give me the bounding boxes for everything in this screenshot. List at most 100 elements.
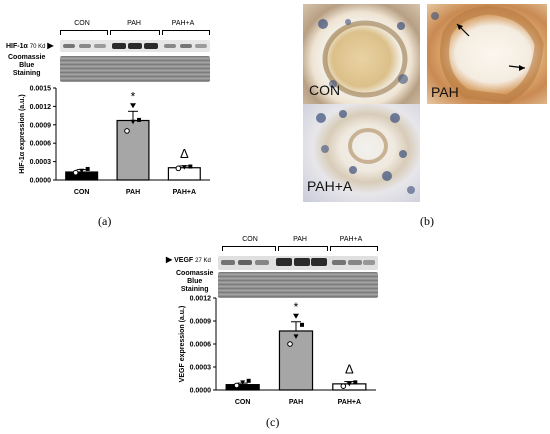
blot-band xyxy=(363,260,375,265)
data-point xyxy=(300,322,304,327)
micrograph-label-pah: PAH xyxy=(431,84,459,100)
bar-con xyxy=(225,384,260,391)
data-point xyxy=(240,380,246,385)
data-point xyxy=(137,117,141,122)
blot-band xyxy=(112,43,126,49)
data-point xyxy=(79,168,85,174)
data-point xyxy=(85,166,90,171)
y-tick-label: 0.0000 xyxy=(190,388,212,395)
blot-band xyxy=(221,260,235,265)
group-label-paha: PAH+A xyxy=(339,236,363,243)
stain-word: Staining xyxy=(12,70,41,77)
bracket-paha xyxy=(162,30,210,35)
x-tick-label: PAH xyxy=(126,189,140,196)
y-tick-label: 0.0009 xyxy=(190,319,212,326)
data-point xyxy=(233,382,240,389)
bar-pah xyxy=(116,119,150,181)
group-label-pah: PAH xyxy=(127,20,141,27)
bar-chart-vegf: 0.0000 0.0003 0.0006 0.0009 0.0012 VEGF expre… xyxy=(179,296,376,406)
group-label-pah: PAH xyxy=(293,236,307,243)
stain-word: Coomassie xyxy=(8,54,46,61)
x-tick-label: PAH+A xyxy=(338,399,361,406)
blot-band xyxy=(238,260,252,265)
bar-pah xyxy=(278,330,314,391)
panel-letter-a: (a) xyxy=(98,214,112,228)
micrograph-pah: PAH xyxy=(427,4,547,104)
arrow-icon: ▶ xyxy=(166,255,173,264)
data-point xyxy=(340,383,347,389)
coomassie-stain-c xyxy=(218,272,378,298)
stain-word: Coomassie xyxy=(176,270,214,277)
micrograph-con: CON xyxy=(303,4,420,104)
data-point xyxy=(188,164,193,169)
stain-word: Blue xyxy=(19,62,35,69)
y-tick-label: 0.0006 xyxy=(30,141,52,148)
micrograph-paha: PAH+A xyxy=(303,104,420,202)
y-tick-label: 0.0000 xyxy=(30,178,52,185)
data-point xyxy=(72,169,79,176)
panel-letter-b: (b) xyxy=(420,214,434,228)
coomassie-stain-a xyxy=(60,56,210,82)
y-tick-label: 0.0009 xyxy=(30,122,52,129)
blot-band xyxy=(348,260,362,265)
bracket-con xyxy=(60,30,108,35)
group-label-con: CON xyxy=(242,236,258,243)
blot-label-hif: HIF-1α 70 Kd ▶ xyxy=(6,42,54,51)
stain-word: Blue xyxy=(187,278,203,285)
data-point xyxy=(124,128,130,134)
blot-band xyxy=(180,44,192,48)
data-point xyxy=(287,341,293,347)
blot-band xyxy=(128,43,142,49)
micrograph-label-con: CON xyxy=(309,82,341,98)
blot-band xyxy=(79,44,91,48)
significance-star: * xyxy=(131,89,136,103)
significance-marker xyxy=(293,313,299,319)
bar-chart-hif: 0.0000 0.0003 0.0006 0.0009 0.0012 0.0015 HIF-… xyxy=(19,86,210,196)
blot-band xyxy=(63,44,75,48)
y-tick-label: 0.0012 xyxy=(190,296,212,303)
bracket-paha xyxy=(330,246,378,251)
x-tick-label: PAH xyxy=(289,399,303,406)
delta-symbol: Δ xyxy=(180,146,189,161)
coomassie-label-c: Coomassie Blue Staining xyxy=(176,270,213,294)
blot-band xyxy=(332,260,346,265)
blot-kd: 27 Kd xyxy=(195,258,211,264)
y-tick-label: 0.0012 xyxy=(30,104,52,111)
data-point xyxy=(130,119,136,125)
y-tick-label: 0.0006 xyxy=(190,342,212,349)
y-tick-label: 0.0003 xyxy=(190,365,212,372)
blot-band xyxy=(311,258,327,266)
data-point xyxy=(175,165,182,172)
blot-band xyxy=(294,258,310,266)
y-axis-label: HIF-1α expression (a.u.) xyxy=(19,94,26,173)
blot-band xyxy=(94,44,106,48)
bracket-pah xyxy=(278,246,328,251)
micrograph-label-paha: PAH+A xyxy=(307,178,353,194)
blot-band xyxy=(164,44,176,48)
data-point xyxy=(346,381,352,387)
data-point xyxy=(293,334,299,339)
arrow-icon: ▶ xyxy=(47,41,54,50)
bracket-pah xyxy=(110,30,160,35)
blot-protein-name: HIF-1α xyxy=(6,43,28,50)
blot-band xyxy=(195,44,207,48)
x-tick-label: PAH+A xyxy=(173,189,196,196)
y-tick-label: 0.0003 xyxy=(30,159,52,166)
blot-band xyxy=(144,43,158,49)
data-point xyxy=(353,380,358,385)
group-label-paha: PAH+A xyxy=(171,20,195,27)
y-axis-label: VEGF expression (a.u.) xyxy=(179,306,186,383)
x-tick-label: CON xyxy=(74,189,90,196)
x-tick-label: CON xyxy=(235,399,251,406)
stain-word: Staining xyxy=(180,286,209,293)
data-point xyxy=(181,165,187,170)
blot-label-vegf: ▶ VEGF 27 Kd xyxy=(166,256,211,265)
data-point xyxy=(246,378,251,383)
coomassie-label-a: Coomassie Blue Staining xyxy=(8,54,45,78)
bracket-con xyxy=(222,246,276,251)
significance-marker xyxy=(130,103,136,109)
y-tick-label: 0.0015 xyxy=(30,86,52,93)
delta-symbol: Δ xyxy=(345,362,354,377)
blot-band xyxy=(276,258,292,266)
blot-protein-name: VEGF xyxy=(174,257,194,264)
